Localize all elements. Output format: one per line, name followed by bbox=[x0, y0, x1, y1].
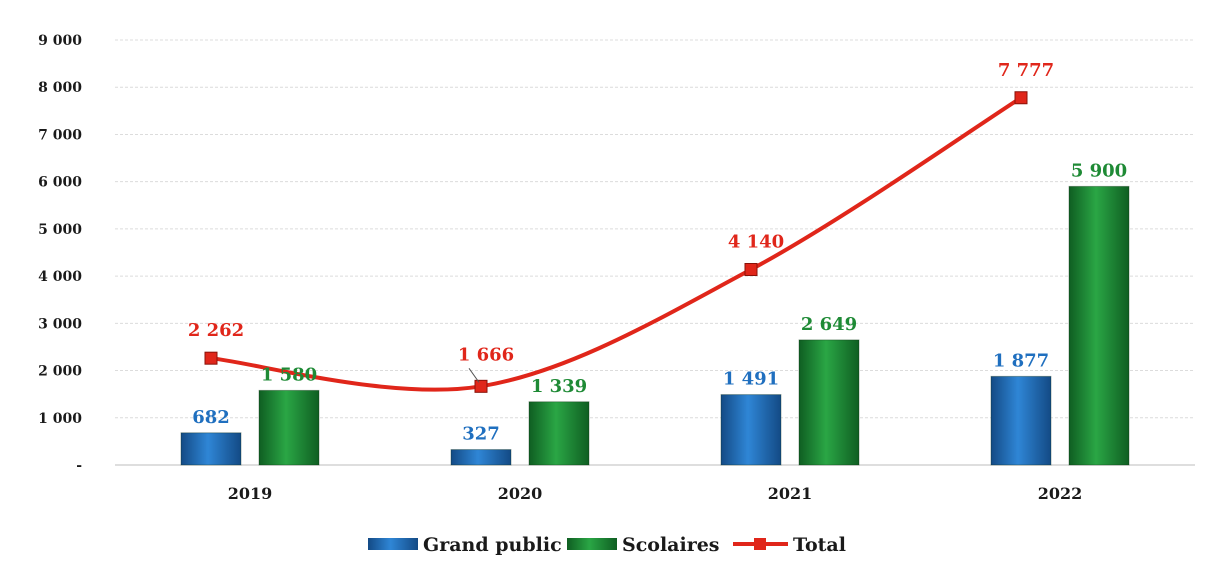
data-label: 1 339 bbox=[531, 376, 587, 397]
y-tick-label: 8 000 bbox=[38, 80, 82, 96]
bar-scolaires bbox=[1068, 185, 1130, 466]
legend-marker bbox=[754, 538, 766, 550]
x-tick-label: 2020 bbox=[498, 484, 543, 503]
legend-swatch bbox=[567, 538, 617, 550]
data-label: 2 649 bbox=[801, 314, 857, 335]
total-marker bbox=[744, 263, 758, 276]
label-leader bbox=[468, 368, 480, 383]
data-label: 682 bbox=[192, 407, 230, 428]
data-label: 1 580 bbox=[261, 364, 317, 385]
bar-grand-public bbox=[990, 375, 1052, 466]
total-marker bbox=[474, 379, 488, 393]
data-label: 1 877 bbox=[993, 350, 1049, 371]
bar-grand-public bbox=[450, 449, 512, 466]
data-label: 1 491 bbox=[723, 369, 779, 390]
bar-grand-public bbox=[180, 432, 242, 466]
bar-grand-public bbox=[720, 394, 782, 466]
y-tick-label: 3 000 bbox=[38, 316, 82, 332]
bar-scolaires bbox=[798, 339, 860, 466]
legend-label: Grand public bbox=[423, 534, 562, 556]
total-marker bbox=[1014, 91, 1028, 105]
legend-swatch bbox=[368, 538, 418, 550]
legend-label: Scolaires bbox=[622, 534, 720, 556]
bar-scolaires bbox=[258, 389, 320, 466]
total-label: 7 777 bbox=[998, 60, 1054, 81]
y-tick-label: 7 000 bbox=[38, 127, 82, 143]
bar-scolaires bbox=[528, 401, 590, 466]
y-tick-label: 1 000 bbox=[38, 411, 82, 427]
x-tick-label: 2019 bbox=[228, 484, 273, 503]
x-tick-label: 2021 bbox=[768, 484, 813, 503]
data-label: 5 900 bbox=[1071, 160, 1127, 181]
legend-label: Total bbox=[793, 534, 846, 556]
y-tick-label: 2 000 bbox=[38, 364, 82, 380]
total-label: 1 666 bbox=[458, 344, 514, 365]
y-tick-label: 5 000 bbox=[38, 222, 82, 238]
x-tick-label: 2022 bbox=[1038, 484, 1083, 503]
total-marker bbox=[204, 351, 218, 365]
data-label: 327 bbox=[462, 424, 500, 445]
y-tick-label: - bbox=[76, 458, 82, 474]
total-label: 4 140 bbox=[728, 232, 784, 253]
total-label: 2 262 bbox=[188, 320, 244, 341]
y-tick-label: 9 000 bbox=[38, 33, 82, 49]
y-tick-label: 6 000 bbox=[38, 175, 82, 191]
y-tick-label: 4 000 bbox=[38, 269, 82, 285]
total-line bbox=[210, 96, 1023, 392]
